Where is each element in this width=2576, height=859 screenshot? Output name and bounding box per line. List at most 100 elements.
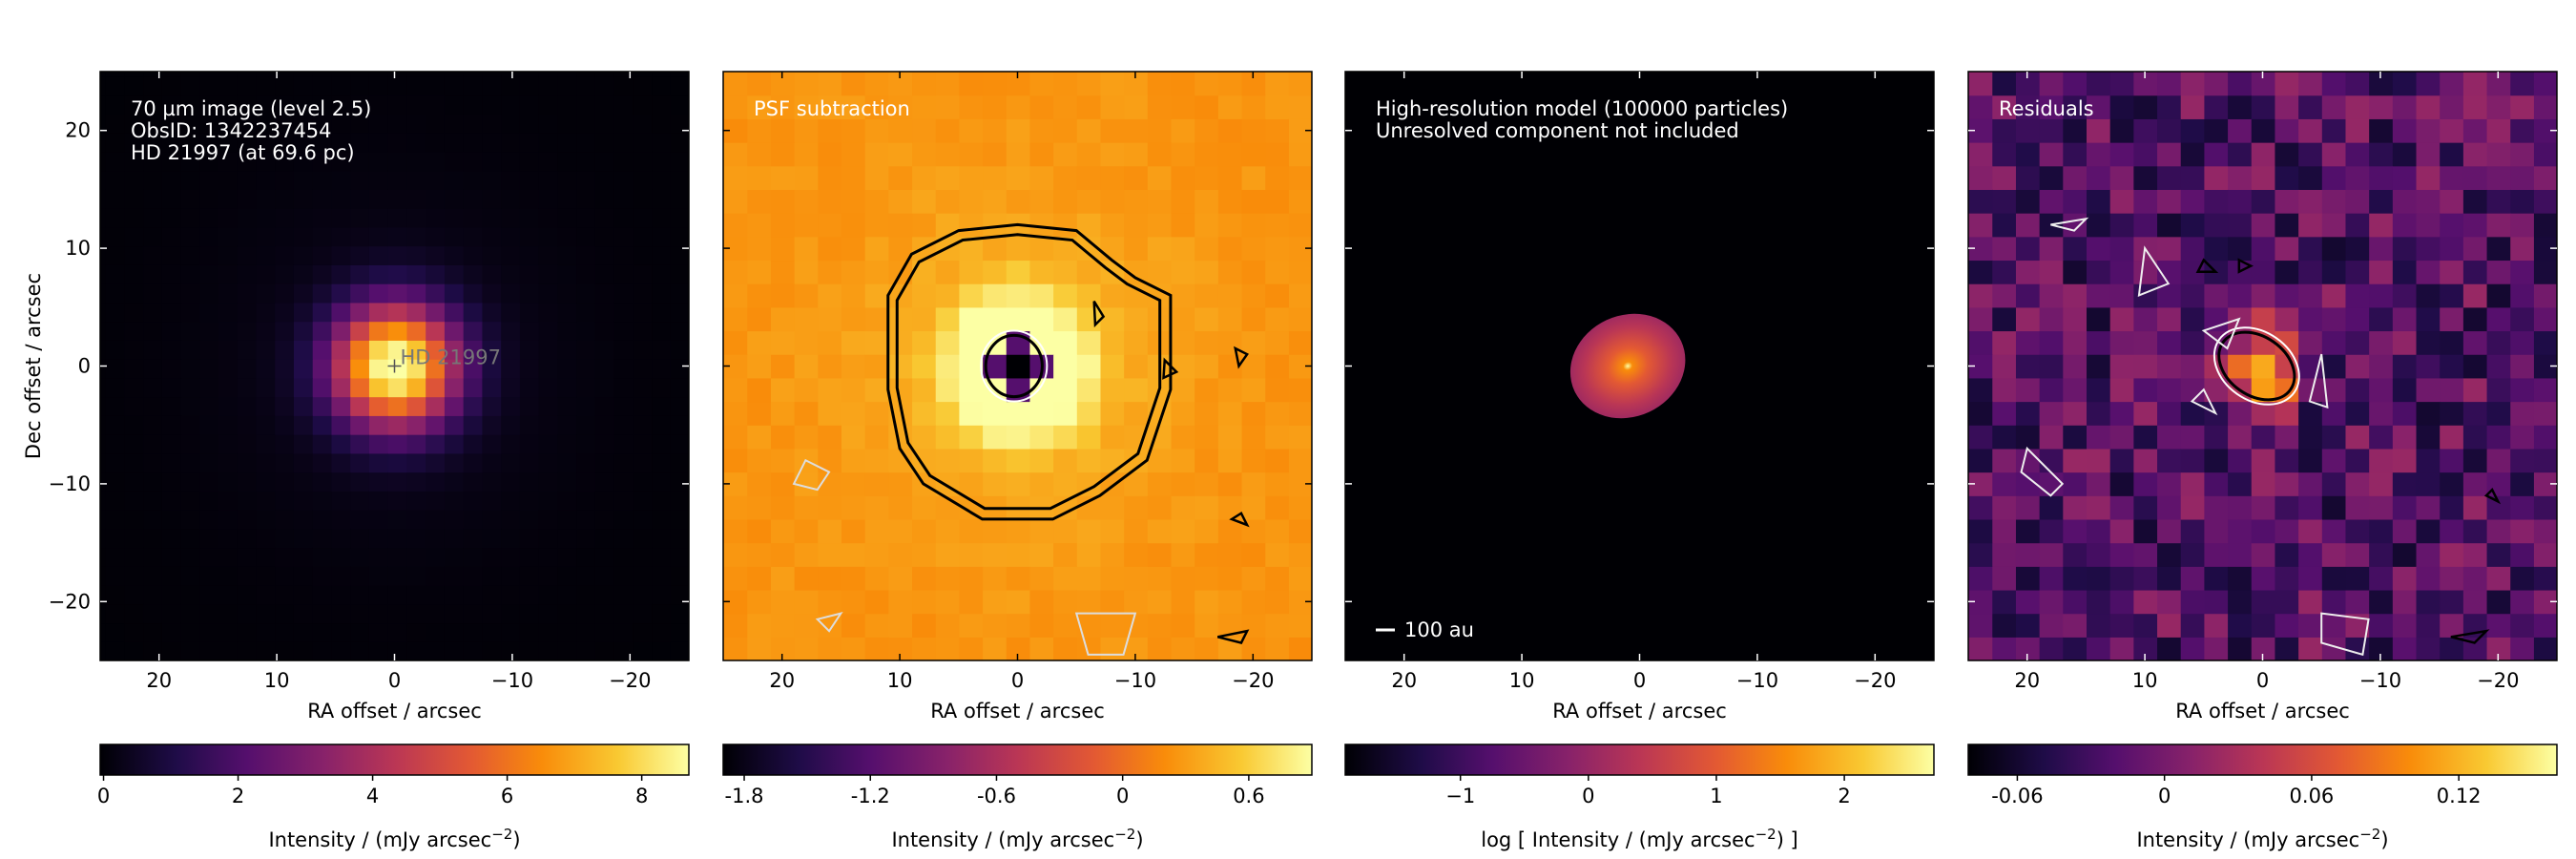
image-pixel [2062,448,2087,473]
image-pixel [723,213,748,238]
image-pixel [198,208,218,228]
image-pixel [2533,330,2557,355]
image-pixel [1123,566,1148,591]
image-pixel [237,528,257,549]
image-pixel [2132,589,2158,615]
image-pixel [100,170,106,190]
image-pixel [255,641,276,660]
image-pixel [2086,495,2110,520]
image-pixel [2109,613,2134,638]
image-pixel [425,226,445,247]
image-pixel [425,189,445,209]
image-pixel [538,170,558,190]
image-pixel [349,151,369,172]
image-pixel [142,340,162,360]
image-pixel [1052,542,1077,567]
x-tick-label: 10 [264,669,290,692]
image-pixel [2533,283,2557,308]
image-pixel [368,585,388,605]
image-pixel [444,434,464,454]
image-pixel [887,589,913,615]
image-pixel [1991,377,2016,403]
image-pixel [312,585,332,605]
image-pixel [218,170,238,190]
image-pixel [444,585,464,605]
colorbar-gradient [1344,744,1935,776]
image-pixel [1028,142,1054,167]
image-pixel [1968,566,1993,591]
image-pixel [218,226,238,247]
image-pixel [2015,165,2040,190]
image-pixel [2039,613,2064,638]
image-pixel [463,208,483,228]
image-pixel [218,491,238,511]
colorbar-tick-label: 0 [1582,785,1594,807]
image-pixel [237,264,257,284]
image-pixel [2086,283,2110,308]
image-pixel [2439,589,2463,615]
image-pixel [2462,425,2487,450]
image-pixel [1240,425,1266,450]
image-pixel [1052,260,1077,284]
image-pixel [982,589,1007,615]
image-pixel [161,72,181,77]
image-pixel [651,114,671,134]
image-pixel [2485,189,2511,214]
image-pixel [425,547,445,567]
image-pixel [500,547,520,567]
image-pixel [500,114,520,134]
image-pixel [2392,377,2417,403]
image-pixel [1170,213,1195,238]
image-pixel [982,401,1007,426]
image-pixel [2156,542,2181,567]
image-pixel [100,415,106,435]
image-pixel [481,151,502,172]
image-pixel [368,528,388,549]
image-pixel [2251,518,2275,544]
image-pixel [349,566,369,586]
image-pixel [142,264,162,284]
image-pixel [794,72,819,96]
image-pixel [911,613,936,638]
image-pixel [1264,589,1289,615]
image-pixel [330,510,351,530]
image-pixel [2509,471,2534,496]
image-pixel [405,359,426,379]
image-pixel [368,566,388,586]
image-pixel [2039,495,2064,520]
image-pixel [2274,260,2299,284]
image-pixel [1170,401,1195,426]
image-pixel [463,359,483,379]
image-pixel [1264,189,1289,214]
image-pixel [2485,236,2511,262]
image-pixel [982,542,1007,567]
image-pixel [312,189,332,209]
image-pixel [958,142,984,167]
image-pixel [100,114,106,134]
image-pixel [538,340,558,360]
image-pixel [218,321,238,341]
image-pixel [123,510,144,530]
image-pixel [2533,425,2557,450]
image-pixel [2533,637,2557,660]
colorbar-gradient [1967,744,2558,776]
image-pixel [2109,213,2134,238]
image-pixel [2297,213,2322,238]
image-pixel [911,142,936,167]
image-pixel [387,622,407,642]
image-pixel [2485,306,2511,332]
image-pixel [1170,589,1195,615]
image-pixel [594,264,614,284]
image-pixel [255,189,276,209]
image-pixel [841,354,865,379]
image-pixel [2509,165,2534,190]
image-pixel [864,566,889,591]
image-pixel [1991,165,2016,190]
image-pixel [500,491,520,511]
image-pixel [1288,142,1312,167]
image-pixel [387,283,407,304]
image-pixel [104,133,125,153]
image-pixel [1123,589,1148,615]
